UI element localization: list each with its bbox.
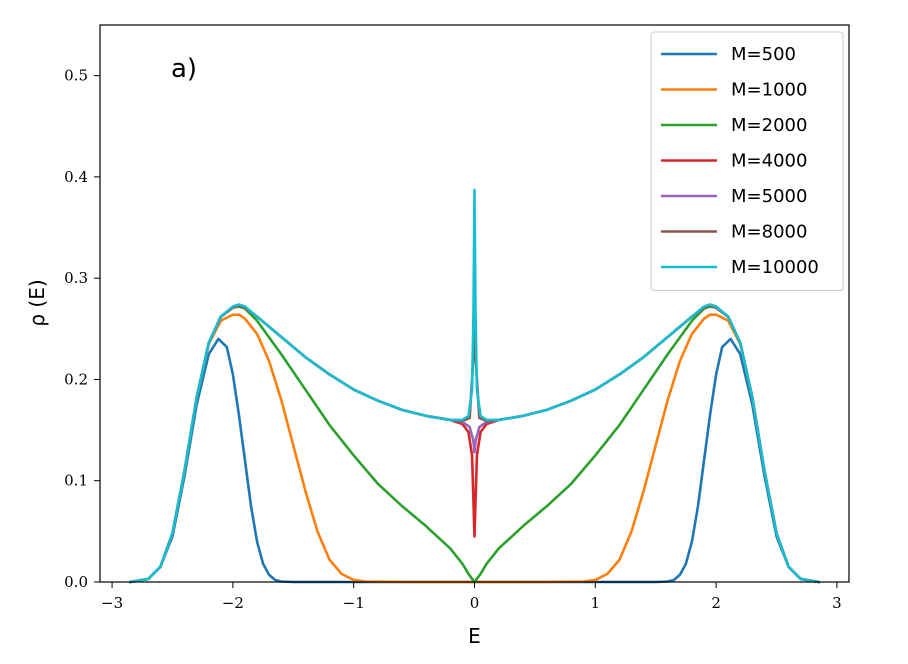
legend-entry-label: M=2000 <box>731 115 807 136</box>
y-axis-ticks: 0.0 0.1 0.2 0.3 0.4 0.5 <box>64 67 100 591</box>
x-tick-label: −3 <box>101 594 123 612</box>
legend-entry-label: M=1000 <box>731 80 807 101</box>
x-tick-label: −1 <box>343 594 365 612</box>
legend-entry-label: M=500 <box>731 44 796 65</box>
y-tick-label: 0.0 <box>64 573 88 591</box>
x-tick-label: 3 <box>832 594 842 612</box>
legend-entry-label: M=8000 <box>731 222 807 243</box>
legend: M=500 M=1000 M=2000 M=4000 M=5000 M=8000 M=100… <box>650 31 844 291</box>
legend-box <box>650 31 844 291</box>
x-tick-label: 1 <box>591 594 601 612</box>
y-tick-label: 0.5 <box>64 67 88 85</box>
x-tick-label: 2 <box>711 594 721 612</box>
panel-annotation: a) <box>171 54 197 84</box>
y-tick-label: 0.1 <box>64 472 88 490</box>
x-axis-label: E <box>468 624 481 648</box>
y-axis-label: ρ (E) <box>25 279 49 326</box>
legend-entry-label: M=4000 <box>731 151 807 172</box>
legend-entry-label: M=5000 <box>731 186 807 207</box>
x-tick-label: 0 <box>470 594 480 612</box>
y-tick-label: 0.2 <box>64 370 88 388</box>
y-tick-label: 0.3 <box>64 269 88 287</box>
legend-entry-label: M=10000 <box>731 257 819 278</box>
series-line-m-10000 <box>128 188 821 584</box>
y-tick-label: 0.4 <box>64 168 88 186</box>
x-axis-ticks: −3 −2 −1 0 1 2 3 <box>101 582 842 612</box>
x-tick-label: −2 <box>222 594 244 612</box>
